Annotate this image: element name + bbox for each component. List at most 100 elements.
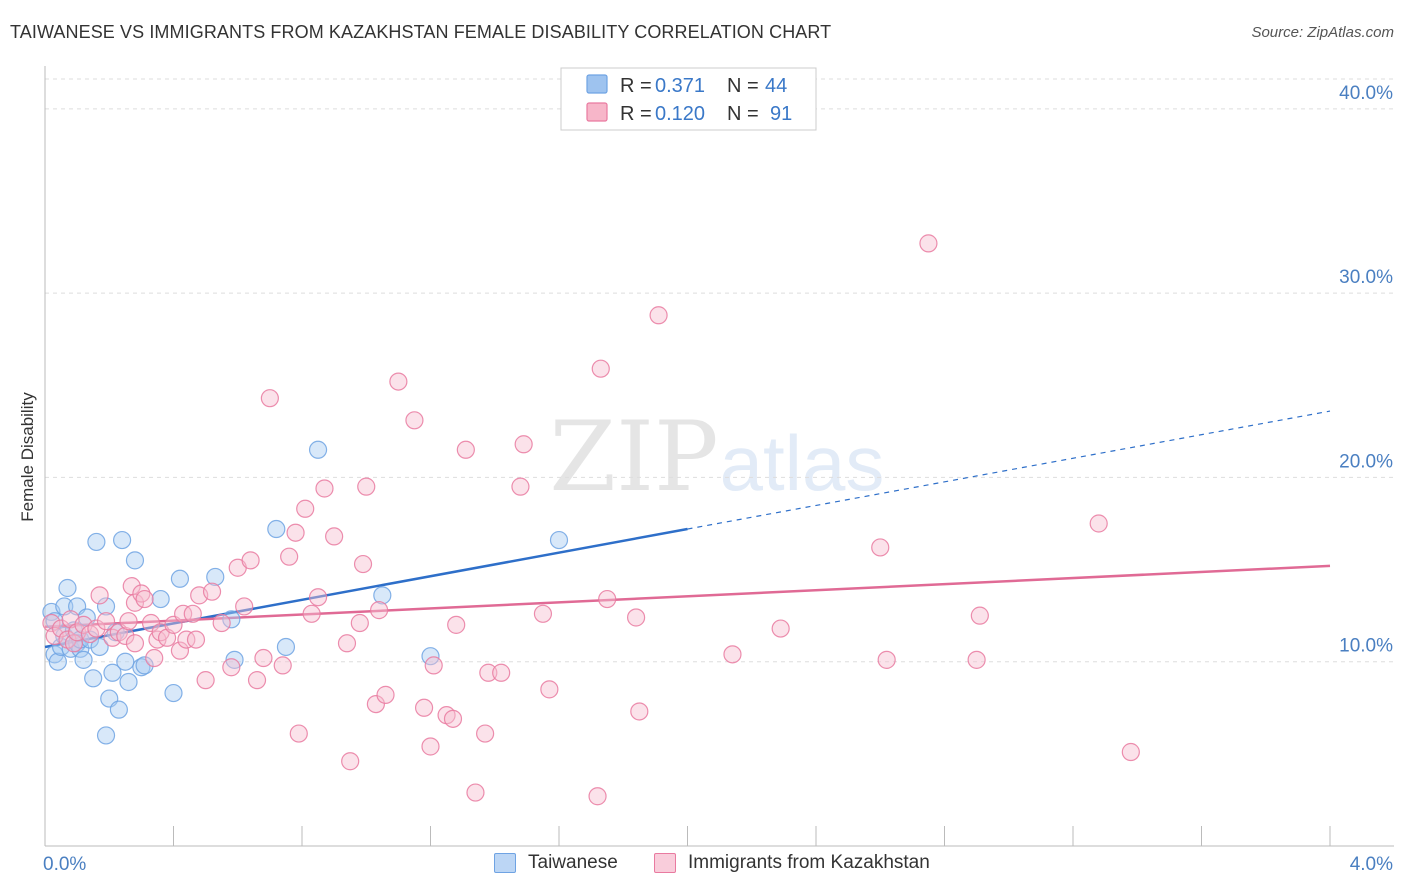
series-legend: Taiwanese Immigrants from Kazakhstan [0, 852, 1406, 878]
point-kazakhstan [771, 619, 790, 638]
point-kazakhstan [414, 698, 434, 717]
legend-swatch [654, 853, 676, 873]
point-kazakhstan [353, 554, 373, 574]
point-kazakhstan [183, 604, 202, 623]
legend-n-value: 44 [765, 75, 787, 97]
point-taiwanese [135, 656, 154, 675]
point-kazakhstan [132, 584, 151, 603]
point-taiwanese [90, 637, 109, 657]
point-kazakhstan [273, 656, 292, 675]
point-kazakhstan [202, 582, 222, 601]
point-taiwanese [267, 519, 286, 539]
point-kazakhstan [1121, 742, 1140, 762]
y-tick-label: 40.0% [1339, 83, 1393, 104]
point-kazakhstan [90, 586, 109, 605]
legend-n-label: N = [727, 103, 759, 125]
point-kazakhstan [116, 626, 135, 646]
point-kazakhstan [598, 589, 617, 609]
point-kazakhstan [514, 435, 533, 454]
point-kazakhstan [370, 601, 389, 620]
point-kazakhstan [254, 648, 273, 668]
point-kazakhstan [337, 634, 357, 653]
point-kazakhstan [871, 538, 890, 557]
point-kazakhstan [466, 783, 485, 802]
point-kazakhstan [376, 685, 395, 704]
legend-r-label: R = [620, 75, 652, 97]
point-kazakhstan [289, 724, 308, 743]
point-kazakhstan [135, 589, 154, 609]
point-taiwanese [206, 567, 225, 587]
point-kazakhstan [141, 613, 161, 633]
point-kazakhstan [241, 551, 260, 570]
trend-line-kazakhstan [44, 564, 1331, 628]
trend-lines [44, 410, 1331, 649]
y-tick-label: 20.0% [1339, 451, 1393, 472]
point-taiwanese [125, 551, 145, 570]
point-kazakhstan [87, 619, 106, 638]
point-taiwanese [87, 532, 106, 552]
point-kazakhstan [196, 671, 215, 690]
legend-n-value: 91 [770, 103, 792, 125]
source-credit: Source: ZipAtlas.com [1251, 24, 1394, 41]
point-kazakhstan [145, 648, 164, 668]
y-tick-label: 30.0% [1339, 267, 1393, 288]
point-kazakhstan [177, 630, 196, 649]
point-taiwanese [164, 683, 183, 703]
point-kazakhstan [877, 650, 896, 669]
grid [45, 78, 1394, 663]
point-kazakhstan [479, 663, 498, 682]
legend-r-value: 0.120 [655, 103, 705, 125]
point-kazakhstan [302, 604, 321, 623]
point-kazakhstan [919, 234, 938, 253]
point-kazakhstan [174, 604, 193, 623]
point-taiwanese [96, 597, 116, 616]
point-kazakhstan [280, 547, 299, 566]
point-taiwanese [119, 672, 138, 692]
point-taiwanese [74, 650, 93, 669]
point-taiwanese [96, 726, 116, 745]
point-kazakhstan [1089, 514, 1108, 533]
point-kazakhstan [125, 593, 145, 612]
legend-swatch-kazakhstan [586, 102, 608, 122]
legend-n-label: N = [727, 75, 759, 97]
point-kazakhstan [511, 477, 530, 496]
point-kazakhstan [350, 613, 369, 633]
point-kazakhstan [588, 787, 607, 806]
point-taiwanese [112, 530, 132, 550]
point-kazakhstan [421, 737, 440, 756]
point-kazakhstan [970, 606, 989, 625]
point-kazakhstan [443, 709, 463, 728]
legend-label: Taiwanese [528, 852, 618, 873]
point-kazakhstan [260, 389, 279, 408]
watermark-zip: ZIP [549, 401, 718, 513]
point-taiwanese [116, 652, 135, 671]
axes [44, 66, 1394, 847]
point-kazakhstan [325, 527, 344, 546]
point-kazakhstan [476, 724, 495, 743]
point-kazakhstan [591, 359, 610, 378]
point-kazakhstan [456, 440, 475, 459]
point-taiwanese [151, 589, 170, 609]
point-taiwanese [103, 663, 122, 682]
point-kazakhstan [119, 612, 138, 631]
point-taiwanese [308, 440, 328, 459]
legend-item-kazakhstan: Immigrants from Kazakhstan [654, 852, 930, 874]
point-kazakhstan [96, 612, 116, 631]
point-taiwanese [549, 530, 569, 550]
point-taiwanese [276, 637, 296, 657]
point-kazakhstan [649, 306, 668, 325]
point-taiwanese [45, 612, 64, 631]
tick-labels: 10.0% 20.0% 30.0% 40.0% 0.0% 4.0% [43, 83, 1393, 875]
correlation-legend: R = 0.371 N = 44 R = 0.120 N = 91 [560, 67, 817, 131]
point-kazakhstan [125, 634, 145, 653]
point-kazakhstan [247, 671, 267, 690]
x-tick-label: 0.0% [43, 854, 86, 875]
point-taiwanese [170, 569, 190, 588]
point-taiwanese [84, 669, 103, 688]
point-taiwanese [48, 652, 67, 671]
legend-swatch-taiwanese [586, 74, 608, 94]
chart-title: TAIWANESE VS IMMIGRANTS FROM KAZAKHSTAN … [10, 22, 832, 42]
point-kazakhstan [405, 411, 424, 430]
point-kazakhstan [315, 479, 334, 498]
